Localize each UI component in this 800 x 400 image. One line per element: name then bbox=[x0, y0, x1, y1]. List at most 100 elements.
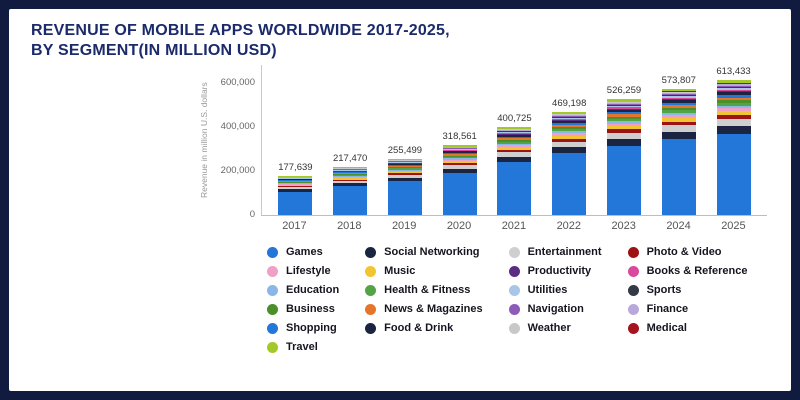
bar-segment-games[interactable] bbox=[606, 145, 641, 215]
legend-item-shopping[interactable]: Shopping bbox=[267, 322, 339, 334]
bar-segment-health-fitness[interactable] bbox=[661, 110, 696, 113]
bar-segment-lifestyle[interactable] bbox=[442, 159, 477, 162]
bar-segment-business[interactable] bbox=[278, 181, 313, 183]
legend-item-utilities[interactable]: Utilities bbox=[508, 284, 602, 296]
bar-segment-business[interactable] bbox=[442, 155, 477, 157]
legend-item-travel[interactable]: Travel bbox=[267, 341, 339, 353]
bar-segment-music[interactable] bbox=[442, 161, 477, 164]
bar-segment-lifestyle[interactable] bbox=[278, 184, 313, 185]
bar-segment-entertainment[interactable] bbox=[661, 125, 696, 132]
bar-segment-travel[interactable] bbox=[497, 127, 532, 129]
bar-segment-business[interactable] bbox=[606, 116, 641, 119]
bar-segment-shopping[interactable] bbox=[333, 172, 368, 174]
legend-item-music[interactable]: Music bbox=[365, 265, 482, 277]
bar-segment-books-reference[interactable] bbox=[442, 149, 477, 151]
bar-segment-social-networking[interactable] bbox=[333, 183, 368, 187]
bar-segment-lifestyle[interactable] bbox=[497, 145, 532, 148]
bar-segment-medical[interactable] bbox=[552, 113, 587, 115]
bar-segment-entertainment[interactable] bbox=[442, 165, 477, 169]
bar-segment-education[interactable] bbox=[552, 131, 587, 134]
bar-2017[interactable]: 177,639 bbox=[278, 65, 313, 215]
bar-segment-shopping[interactable] bbox=[497, 136, 532, 139]
legend-item-education[interactable]: Education bbox=[267, 284, 339, 296]
bar-segment-shopping[interactable] bbox=[278, 180, 313, 182]
bar-segment-productivity[interactable] bbox=[497, 134, 532, 135]
bar-segment-music[interactable] bbox=[661, 117, 696, 122]
bar-segment-lifestyle[interactable] bbox=[387, 170, 422, 172]
bar-segment-health-fitness[interactable] bbox=[278, 182, 313, 184]
bar-segment-navigation[interactable] bbox=[606, 103, 641, 106]
bar-segment-photo-video[interactable] bbox=[278, 186, 313, 188]
legend-item-news-magazines[interactable]: News & Magazines bbox=[365, 303, 483, 315]
bar-segment-books-reference[interactable] bbox=[661, 97, 696, 99]
bar-segment-travel[interactable] bbox=[661, 88, 696, 92]
bar-segment-weather[interactable] bbox=[552, 114, 587, 115]
bar-segment-health-fitness[interactable] bbox=[716, 103, 751, 106]
bar-segment-photo-video[interactable] bbox=[661, 121, 696, 126]
bar-segment-productivity[interactable] bbox=[661, 98, 696, 101]
bar-segment-entertainment[interactable] bbox=[497, 152, 532, 157]
bar-segment-social-networking[interactable] bbox=[387, 177, 422, 182]
bar-segment-social-networking[interactable] bbox=[552, 146, 587, 154]
bar-segment-news-magazines[interactable] bbox=[333, 173, 368, 175]
bar-segment-shopping[interactable] bbox=[552, 123, 587, 126]
bar-segment-sports[interactable] bbox=[497, 131, 532, 133]
bar-segment-medical[interactable] bbox=[661, 91, 696, 93]
bar-segment-news-magazines[interactable] bbox=[442, 154, 477, 156]
bar-segment-lifestyle[interactable] bbox=[552, 133, 587, 136]
bar-segment-finance[interactable] bbox=[442, 147, 477, 148]
bar-segment-travel[interactable] bbox=[278, 175, 313, 177]
bar-segment-music[interactable] bbox=[333, 178, 368, 180]
bar-segment-music[interactable] bbox=[606, 125, 641, 130]
legend-item-health-fitness[interactable]: Health & Fitness bbox=[365, 284, 482, 296]
bar-segment-food-drink[interactable] bbox=[278, 179, 313, 181]
bar-segment-news-magazines[interactable] bbox=[278, 181, 313, 182]
bar-segment-education[interactable] bbox=[606, 121, 641, 124]
bar-segment-travel[interactable] bbox=[387, 159, 422, 161]
bar-segment-business[interactable] bbox=[661, 107, 696, 111]
bar-segment-news-magazines[interactable] bbox=[716, 97, 751, 101]
bar-segment-travel[interactable] bbox=[552, 111, 587, 114]
legend-item-sports[interactable]: Sports bbox=[627, 284, 748, 296]
legend-item-medical[interactable]: Medical bbox=[627, 322, 748, 334]
legend-item-weather[interactable]: Weather bbox=[508, 322, 602, 334]
bar-segment-shopping[interactable] bbox=[661, 102, 696, 106]
bar-segment-games[interactable] bbox=[387, 181, 422, 215]
bar-segment-food-drink[interactable] bbox=[552, 121, 587, 124]
bar-segment-news-magazines[interactable] bbox=[661, 105, 696, 108]
bar-segment-photo-video[interactable] bbox=[497, 149, 532, 153]
bar-segment-navigation[interactable] bbox=[661, 93, 696, 96]
bar-segment-navigation[interactable] bbox=[442, 147, 477, 149]
bar-segment-entertainment[interactable] bbox=[278, 187, 313, 190]
legend-item-photo-video[interactable]: Photo & Video bbox=[627, 246, 748, 258]
legend-item-navigation[interactable]: Navigation bbox=[508, 303, 602, 315]
bar-segment-sports[interactable] bbox=[387, 161, 422, 163]
bar-segment-sports[interactable] bbox=[716, 86, 751, 89]
bar-segment-shopping[interactable] bbox=[606, 112, 641, 115]
bar-segment-news-magazines[interactable] bbox=[606, 114, 641, 117]
bar-segment-productivity[interactable] bbox=[606, 108, 641, 110]
bar-segment-sports[interactable] bbox=[552, 116, 587, 119]
bar-segment-health-fitness[interactable] bbox=[333, 175, 368, 177]
bar-segment-music[interactable] bbox=[716, 111, 751, 116]
legend-item-food-drink[interactable]: Food & Drink bbox=[365, 322, 482, 334]
bar-segment-food-drink[interactable] bbox=[661, 100, 696, 103]
bar-segment-sports[interactable] bbox=[442, 148, 477, 150]
bar-segment-finance[interactable] bbox=[716, 84, 751, 86]
bar-segment-sports[interactable] bbox=[661, 95, 696, 97]
bar-segment-entertainment[interactable] bbox=[387, 175, 422, 178]
legend-item-business[interactable]: Business bbox=[267, 303, 339, 315]
bar-segment-games[interactable] bbox=[661, 139, 696, 215]
bar-segment-travel[interactable] bbox=[333, 167, 368, 169]
bar-segment-finance[interactable] bbox=[606, 102, 641, 104]
bar-segment-games[interactable] bbox=[333, 186, 368, 215]
bar-segment-utilities[interactable] bbox=[442, 149, 477, 150]
bar-segment-entertainment[interactable] bbox=[716, 119, 751, 126]
bar-segment-health-fitness[interactable] bbox=[552, 129, 587, 132]
bar-segment-music[interactable] bbox=[387, 171, 422, 174]
bar-segment-lifestyle[interactable] bbox=[716, 108, 751, 112]
bar-segment-utilities[interactable] bbox=[497, 132, 532, 134]
bar-segment-entertainment[interactable] bbox=[552, 141, 587, 147]
bar-segment-finance[interactable] bbox=[497, 129, 532, 131]
legend-item-social-networking[interactable]: Social Networking bbox=[365, 246, 482, 258]
